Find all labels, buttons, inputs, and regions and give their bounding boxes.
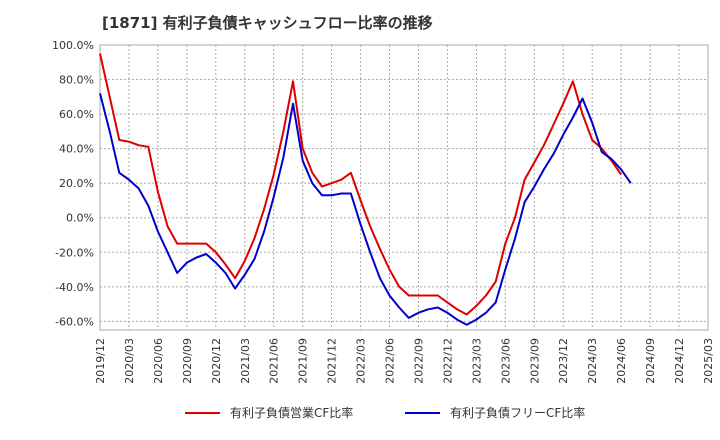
x-tick-label: 2024/03 — [586, 338, 599, 384]
x-tick-label: 2022/06 — [384, 338, 397, 384]
x-tick-label: 2020/12 — [210, 338, 223, 384]
x-tick-label: 2022/03 — [355, 338, 368, 384]
x-tick-label: 2021/06 — [268, 338, 281, 384]
x-tick-label: 2023/12 — [557, 338, 570, 384]
x-tick-label: 2020/06 — [152, 338, 165, 384]
y-tick-label: -40.0% — [55, 281, 94, 294]
x-tick-label: 2025/03 — [702, 338, 715, 384]
y-tick-label: 100.0% — [52, 39, 94, 52]
y-tick-label: -60.0% — [55, 315, 94, 328]
x-tick-label: 2023/09 — [528, 338, 541, 384]
y-tick-label: 20.0% — [59, 177, 94, 190]
x-tick-label: 2023/03 — [470, 338, 483, 384]
x-tick-label: 2022/09 — [412, 338, 425, 384]
y-tick-label: 80.0% — [59, 74, 94, 87]
chart-title: [1871] 有利子負債キャッシュフロー比率の推移 — [102, 14, 433, 32]
y-tick-label: 40.0% — [59, 143, 94, 156]
series-line-2 — [99, 93, 632, 326]
x-tick-label: 2024/12 — [673, 338, 686, 384]
x-tick-label: 2021/12 — [326, 338, 339, 384]
x-tick-label: 2021/09 — [297, 338, 310, 384]
x-tick-label: 2022/12 — [441, 338, 454, 384]
y-tick-label: -20.0% — [55, 246, 94, 259]
x-tick-label: 2024/06 — [615, 338, 628, 384]
legend-label-2: 有利子負債フリーCF比率 — [450, 405, 585, 420]
x-tick-label: 2020/09 — [181, 338, 194, 384]
legend-label-1: 有利子負債営業CF比率 — [230, 405, 353, 420]
y-tick-label: 60.0% — [59, 108, 94, 121]
x-tick-label: 2020/03 — [123, 338, 136, 384]
series-line-1 — [99, 53, 622, 316]
y-tick-label: 0.0% — [66, 212, 94, 225]
x-tick-label: 2023/06 — [499, 338, 512, 384]
x-tick-label: 2024/09 — [644, 338, 657, 384]
x-tick-label: 2019/12 — [94, 338, 107, 384]
x-tick-label: 2021/03 — [239, 338, 252, 384]
